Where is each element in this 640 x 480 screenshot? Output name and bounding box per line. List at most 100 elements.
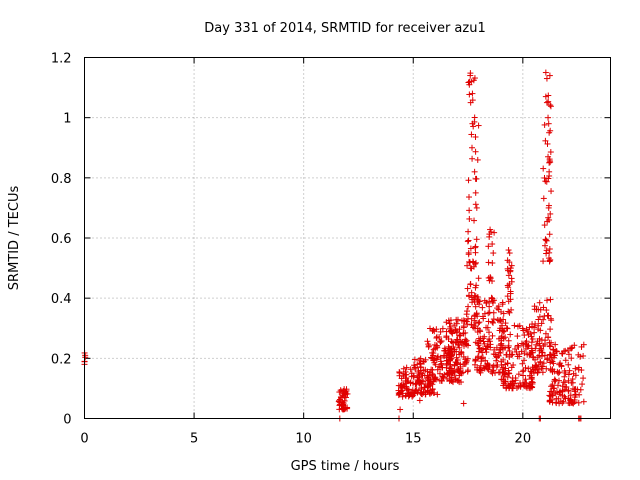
data-point <box>519 368 526 375</box>
data-point <box>543 365 550 372</box>
data-point <box>485 310 492 317</box>
data-point <box>456 351 463 358</box>
data-point <box>411 364 418 371</box>
data-point <box>424 368 431 375</box>
data-point <box>465 249 472 256</box>
data-point <box>465 237 472 244</box>
data-point <box>434 391 441 398</box>
data-point <box>542 330 549 337</box>
data-point <box>485 259 492 266</box>
data-point <box>460 324 467 331</box>
data-point <box>426 387 433 394</box>
data-point <box>505 342 512 349</box>
data-point <box>546 216 553 223</box>
data-point <box>413 386 420 393</box>
data-point <box>438 338 445 345</box>
data-point <box>479 304 486 311</box>
data-point <box>544 140 551 147</box>
data-point <box>338 394 345 401</box>
data-point <box>463 357 470 364</box>
data-point <box>562 357 569 364</box>
data-point <box>491 346 498 353</box>
data-point <box>410 372 417 379</box>
data-point <box>469 120 476 127</box>
data-point <box>467 72 474 79</box>
data-point <box>566 400 573 407</box>
data-point <box>444 357 451 364</box>
data-point <box>447 361 454 368</box>
data-point <box>466 91 473 98</box>
data-point <box>501 371 508 378</box>
data-point <box>509 385 516 392</box>
data-point <box>544 297 551 304</box>
data-point <box>473 236 480 243</box>
data-point <box>457 365 464 372</box>
data-point <box>565 351 572 358</box>
data-point <box>446 378 453 385</box>
data-point <box>565 371 572 378</box>
data-point <box>493 357 500 364</box>
data-point <box>546 392 553 399</box>
data-point <box>559 399 566 406</box>
data-point <box>545 114 552 121</box>
data-point <box>491 229 498 236</box>
data-point <box>535 316 542 323</box>
data-point <box>567 345 574 352</box>
data-point <box>548 188 555 195</box>
data-point <box>82 352 89 359</box>
data-point <box>560 348 567 355</box>
data-point <box>538 320 545 327</box>
data-point <box>514 342 521 349</box>
y-tick-label: 0 <box>63 413 71 428</box>
data-point <box>463 311 470 318</box>
data-point <box>542 337 549 344</box>
data-point <box>453 320 460 327</box>
data-point <box>339 406 346 413</box>
y-tick-labels: 0 0.2 0.4 0.6 0.8 1 1.2 <box>51 52 72 428</box>
data-point <box>474 313 481 320</box>
data-point <box>561 367 568 374</box>
data-point <box>539 369 546 376</box>
data-point <box>549 381 556 388</box>
data-point <box>447 323 454 330</box>
data-point <box>476 327 483 334</box>
data-point <box>513 348 520 355</box>
y-axis-label: SRMTID / TECUs <box>7 186 22 291</box>
data-point <box>405 390 412 397</box>
chart-title: Day 331 of 2014, SRMTID for receiver azu… <box>204 21 485 36</box>
data-point <box>404 387 411 394</box>
data-point <box>569 376 576 383</box>
data-point <box>526 372 533 379</box>
data-point <box>545 204 552 211</box>
data-point <box>507 296 514 303</box>
data-point <box>546 249 553 256</box>
data-point <box>479 349 486 356</box>
data-point <box>515 343 522 350</box>
data-point <box>439 325 446 332</box>
data-point <box>476 298 483 305</box>
data-point <box>518 340 525 347</box>
data-point <box>533 341 540 348</box>
data-point <box>551 368 558 375</box>
data-point <box>505 267 512 274</box>
data-point <box>472 201 479 208</box>
data-point <box>417 361 424 368</box>
data-point <box>542 69 549 76</box>
data-point <box>418 370 425 377</box>
data-point <box>502 320 509 327</box>
data-point <box>433 356 440 363</box>
data-point <box>482 357 489 364</box>
data-point <box>436 370 443 377</box>
data-point <box>547 103 554 110</box>
data-point <box>485 318 492 325</box>
data-point <box>543 99 550 106</box>
data-point <box>538 345 545 352</box>
y-tick-label: 0.4 <box>51 292 72 307</box>
data-point <box>505 337 512 344</box>
data-point <box>565 361 572 368</box>
data-point <box>472 133 479 140</box>
data-point <box>485 243 492 250</box>
data-point <box>443 350 450 357</box>
data-point <box>457 332 464 339</box>
